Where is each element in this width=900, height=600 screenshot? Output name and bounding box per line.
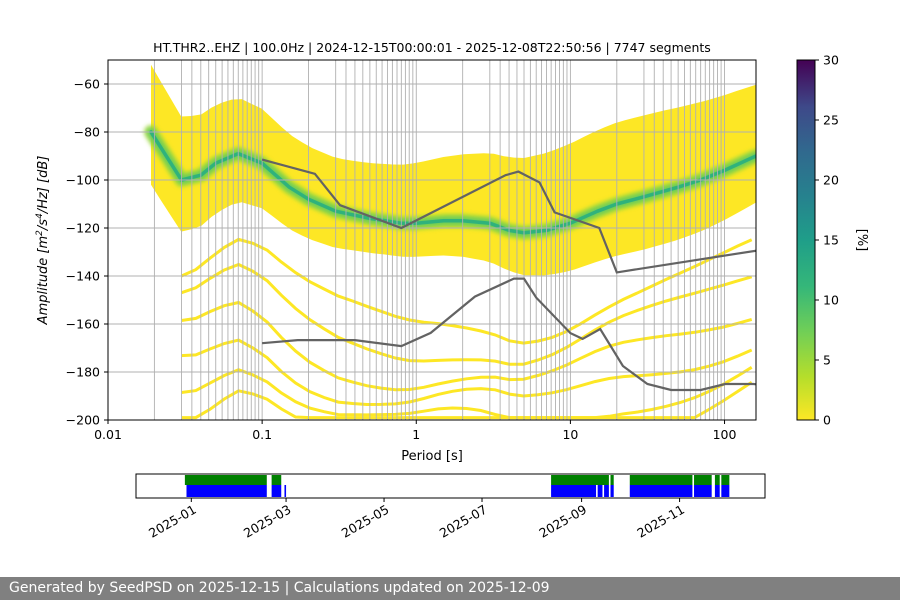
y-tick-label: −200 — [66, 413, 100, 428]
y-tick-label: −160 — [66, 317, 100, 332]
timeline-tick-label: 2025-09 — [536, 502, 589, 541]
availability-timeline: 2025-01 2025-03 2025-05 2025-07 2025-09 2025-… — [135, 473, 766, 541]
timeline-date-ticks: 2025-01 2025-03 2025-05 2025-07 2025-09 2025-… — [146, 498, 687, 541]
timeline-green-span — [629, 475, 693, 485]
timeline-green-spans — [184, 475, 730, 485]
density-heatmap — [144, 64, 756, 420]
colorbar: 0 5 10 15 20 25 30 [%] — [796, 53, 869, 428]
colorbar-label: [%] — [854, 229, 869, 252]
x-tick-label: 100 — [713, 427, 737, 442]
footer-bar: Generated by SeedPSD on 2025-12-15 | Cal… — [0, 577, 900, 600]
density-strip — [181, 262, 753, 366]
plot-area: 0.01 0.1 1 10 100 −60 −80 −100 −120 −140 −160 −180… — [35, 59, 757, 464]
x-tick-label: 0.01 — [94, 427, 122, 442]
timeline-blue-span — [629, 485, 693, 497]
x-tick-label: 10 — [562, 427, 578, 442]
plot-frame — [107, 59, 757, 421]
timeline-green-span — [610, 475, 614, 485]
timeline-blue-span — [714, 485, 720, 497]
chart-title: HT.THR2..EHZ | 100.0Hz | 2024-12-15T00:0… — [153, 40, 711, 55]
noise-model-low-line — [262, 277, 756, 392]
density-band-main — [151, 64, 756, 276]
timeline-blue-span — [271, 485, 282, 497]
timeline-green-span — [694, 475, 712, 485]
density-strip — [181, 366, 753, 420]
density-ridge-core — [149, 130, 756, 235]
timeline-green-span — [714, 475, 720, 485]
timeline-green-span — [721, 475, 730, 485]
y-tick-label: −180 — [66, 365, 100, 380]
colorbar-tick-label: 30 — [823, 53, 839, 68]
density-strip — [181, 300, 753, 392]
colorbar-ticks: 0 5 10 15 20 25 30 — [815, 53, 839, 428]
noise-model-high-line — [261, 158, 756, 274]
y-axis-label-sup-2: 4 — [35, 213, 45, 219]
timeline-blue-span — [610, 485, 614, 497]
y-axis-label-part-1: Amplitude [m — [36, 236, 51, 326]
x-axis: 0.01 0.1 1 10 100 — [94, 420, 737, 442]
y-axis-label-sup-1: 2 — [35, 230, 45, 236]
timeline-blue-span — [597, 485, 603, 497]
timeline-tick-label: 2025-07 — [437, 502, 490, 541]
y-axis-label-part-3: /Hz] [dB] — [36, 156, 51, 215]
y-axis: −60 −80 −100 −120 −140 −160 −180 −200 — [66, 77, 108, 428]
timeline-blue-span — [551, 485, 597, 497]
timeline-tick-label: 2025-11 — [634, 502, 687, 541]
timeline-green-span — [184, 475, 267, 485]
timeline-green-span — [271, 475, 282, 485]
density-strip — [181, 381, 753, 420]
timeline-blue-spans — [186, 485, 730, 497]
y-axis-label-part-2: /s — [36, 219, 51, 231]
density-strip — [180, 237, 753, 345]
x-axis-label: Period [s] — [401, 449, 463, 464]
y-tick-label: −120 — [66, 221, 100, 236]
timeline-tick-label: 2025-03 — [241, 502, 294, 541]
timeline-tick-label: 2025-01 — [146, 502, 199, 541]
x-tick-label: 0.1 — [252, 427, 272, 442]
timeline-green-span — [551, 475, 609, 485]
colorbar-gradient — [796, 59, 816, 421]
timeline-blue-span — [604, 485, 609, 497]
footer-text: Generated by SeedPSD on 2025-12-15 | Cal… — [9, 580, 550, 596]
timeline-blue-span — [721, 485, 730, 497]
y-tick-label: −60 — [74, 77, 100, 92]
timeline-blue-span — [694, 485, 712, 497]
colorbar-tick-label: 20 — [823, 173, 839, 188]
y-axis-label: Amplitude [m2/s4/Hz] [dB] — [35, 156, 51, 326]
density-strip — [181, 338, 753, 407]
density-strips — [180, 237, 753, 420]
y-tick-label: −100 — [66, 173, 100, 188]
timeline-tick-label: 2025-05 — [339, 502, 392, 541]
colorbar-tick-label: 10 — [823, 293, 839, 308]
timeline-blue-span — [186, 485, 267, 497]
y-tick-label: −80 — [74, 125, 100, 140]
timeline-frame — [135, 473, 766, 499]
y-tick-label: −140 — [66, 269, 100, 284]
colorbar-tick-label: 15 — [823, 233, 839, 248]
colorbar-tick-label: 25 — [823, 113, 839, 128]
noise-models — [261, 158, 756, 392]
colorbar-tick-label: 5 — [823, 353, 831, 368]
colorbar-tick-label: 0 — [823, 413, 831, 428]
timeline-blue-span — [284, 485, 287, 497]
grid-lines — [108, 60, 756, 420]
x-tick-label: 1 — [412, 427, 420, 442]
